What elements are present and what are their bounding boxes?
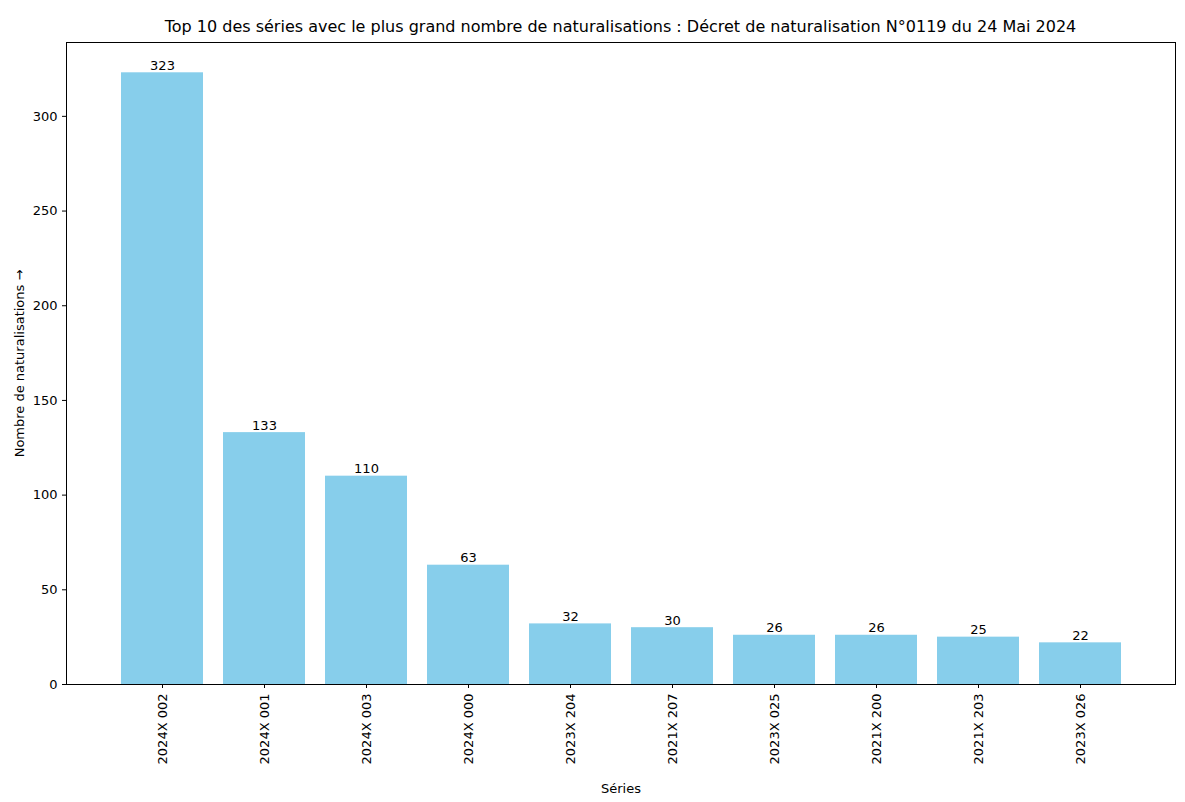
svg-text:32: 32 (562, 609, 579, 624)
svg-text:26: 26 (766, 620, 783, 635)
svg-text:50: 50 (41, 582, 58, 597)
svg-text:0: 0 (49, 677, 57, 692)
svg-text:323: 323 (150, 58, 175, 73)
svg-text:63: 63 (460, 550, 477, 565)
svg-text:300: 300 (33, 109, 58, 124)
svg-text:2021X 200: 2021X 200 (869, 694, 884, 765)
svg-text:100: 100 (33, 487, 58, 502)
html-text:Top 10 des séries avec le plus: Top 10 des séries avec le plus grand nom… (164, 17, 1077, 36)
svg-text:133: 133 (252, 418, 277, 433)
svg-text:2023X 204: 2023X 204 (563, 694, 578, 765)
svg-text:2024X 002: 2024X 002 (155, 694, 170, 765)
svg-text:2023X 025: 2023X 025 (767, 694, 782, 765)
svg-text:22: 22 (1072, 628, 1089, 643)
svg-text:2023X 026: 2023X 026 (1073, 694, 1088, 765)
svg-text:Nombre de naturalisations →: Nombre de naturalisations → (12, 270, 27, 458)
svg-text:250: 250 (33, 203, 58, 218)
svg-text:2024X 003: 2024X 003 (359, 694, 374, 765)
svg-text:110: 110 (354, 461, 379, 476)
svg-text:2021X 207: 2021X 207 (665, 694, 680, 765)
svg-text:26: 26 (868, 620, 885, 635)
svg-text:2021X 203: 2021X 203 (971, 694, 986, 765)
svg-text:25: 25 (970, 622, 987, 637)
svg-text:200: 200 (33, 298, 58, 313)
svg-text:30: 30 (664, 613, 681, 628)
svg-text:150: 150 (33, 393, 58, 408)
svg-text:Séries: Séries (601, 781, 641, 796)
svg-text:2024X 000: 2024X 000 (461, 694, 476, 765)
svg-text:2024X 001: 2024X 001 (257, 694, 272, 765)
